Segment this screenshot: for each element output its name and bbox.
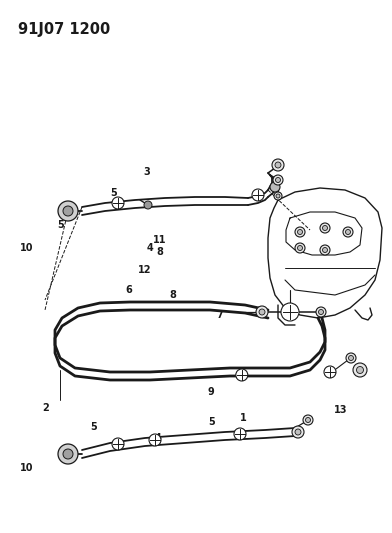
Text: 8: 8 xyxy=(156,247,163,257)
Circle shape xyxy=(323,225,327,230)
Text: 5: 5 xyxy=(58,220,64,230)
Circle shape xyxy=(298,230,303,235)
Circle shape xyxy=(58,201,78,221)
Circle shape xyxy=(63,449,73,459)
Text: 10: 10 xyxy=(20,463,34,473)
Circle shape xyxy=(348,356,354,360)
Text: 6: 6 xyxy=(125,285,132,295)
Text: 3: 3 xyxy=(143,167,151,177)
Circle shape xyxy=(353,363,367,377)
Circle shape xyxy=(356,367,363,374)
Circle shape xyxy=(295,243,305,253)
Circle shape xyxy=(276,194,280,198)
Text: 8: 8 xyxy=(170,290,176,300)
Circle shape xyxy=(281,303,299,321)
Circle shape xyxy=(63,206,73,216)
Circle shape xyxy=(252,189,264,201)
Circle shape xyxy=(320,245,330,255)
Circle shape xyxy=(316,307,326,317)
Circle shape xyxy=(149,434,161,446)
Circle shape xyxy=(274,192,282,200)
Text: 5: 5 xyxy=(91,422,97,432)
Circle shape xyxy=(275,162,281,168)
Circle shape xyxy=(273,175,283,185)
Text: 11: 11 xyxy=(153,235,167,245)
Text: 2: 2 xyxy=(43,403,49,413)
Circle shape xyxy=(112,438,124,450)
Text: 1: 1 xyxy=(240,413,247,423)
Circle shape xyxy=(305,417,310,423)
Circle shape xyxy=(343,227,353,237)
Text: 91J07 1200: 91J07 1200 xyxy=(18,22,110,37)
Circle shape xyxy=(346,353,356,363)
Circle shape xyxy=(272,159,284,171)
Circle shape xyxy=(270,182,280,192)
Circle shape xyxy=(295,227,305,237)
Circle shape xyxy=(234,428,246,440)
Text: 7: 7 xyxy=(217,310,223,320)
Circle shape xyxy=(259,309,265,315)
Circle shape xyxy=(295,429,301,435)
Text: 9: 9 xyxy=(208,387,214,397)
Circle shape xyxy=(58,444,78,464)
Text: 4: 4 xyxy=(147,243,153,253)
Circle shape xyxy=(318,310,323,314)
Circle shape xyxy=(320,223,330,233)
Text: 4: 4 xyxy=(154,433,162,443)
Text: 12: 12 xyxy=(138,265,152,275)
Circle shape xyxy=(144,201,152,209)
Circle shape xyxy=(236,369,248,381)
Circle shape xyxy=(292,426,304,438)
Circle shape xyxy=(345,230,350,235)
Circle shape xyxy=(303,415,313,425)
Text: 5: 5 xyxy=(111,188,117,198)
Circle shape xyxy=(112,197,124,209)
Circle shape xyxy=(256,306,268,318)
Circle shape xyxy=(298,246,303,251)
Circle shape xyxy=(324,366,336,378)
Text: 10: 10 xyxy=(20,243,34,253)
Text: 13: 13 xyxy=(334,405,348,415)
Text: 5: 5 xyxy=(209,417,215,427)
Circle shape xyxy=(323,247,327,253)
Circle shape xyxy=(276,177,281,182)
